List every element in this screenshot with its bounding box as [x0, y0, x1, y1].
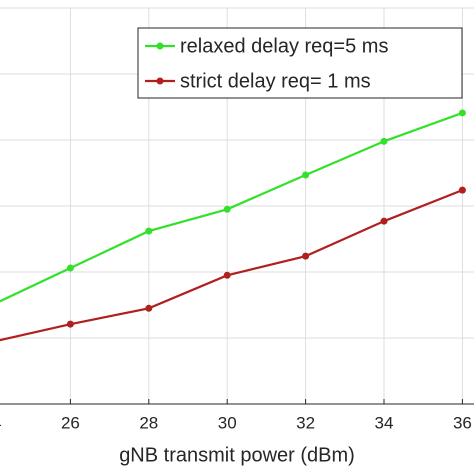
point	[380, 217, 388, 225]
x-tick-label: 26	[61, 413, 80, 432]
legend-marker	[156, 77, 164, 85]
legend-marker	[156, 42, 164, 50]
point	[458, 186, 466, 194]
legend-box	[137, 27, 463, 99]
point	[223, 271, 231, 279]
x-tick-label: 30	[218, 413, 237, 432]
x-tick-label: 34	[375, 413, 394, 432]
x-tick-label: 24	[0, 413, 1, 432]
x-tick-label: 28	[139, 413, 158, 432]
x-tick-label: 32	[296, 413, 315, 432]
legend-label: strict delay req= 1 ms	[180, 70, 371, 92]
point	[380, 137, 388, 145]
point	[302, 252, 310, 260]
x-tick-label: 36	[453, 413, 472, 432]
point	[302, 171, 310, 179]
legend-label: relaxed delay req=5 ms	[180, 35, 388, 57]
series-line	[0, 111, 463, 303]
point	[145, 227, 153, 235]
x-axis-label: gNB transmit power (dBm)	[119, 444, 355, 466]
point	[223, 205, 231, 213]
point	[66, 320, 74, 328]
point	[66, 264, 74, 272]
point	[145, 304, 153, 312]
point	[458, 109, 466, 117]
